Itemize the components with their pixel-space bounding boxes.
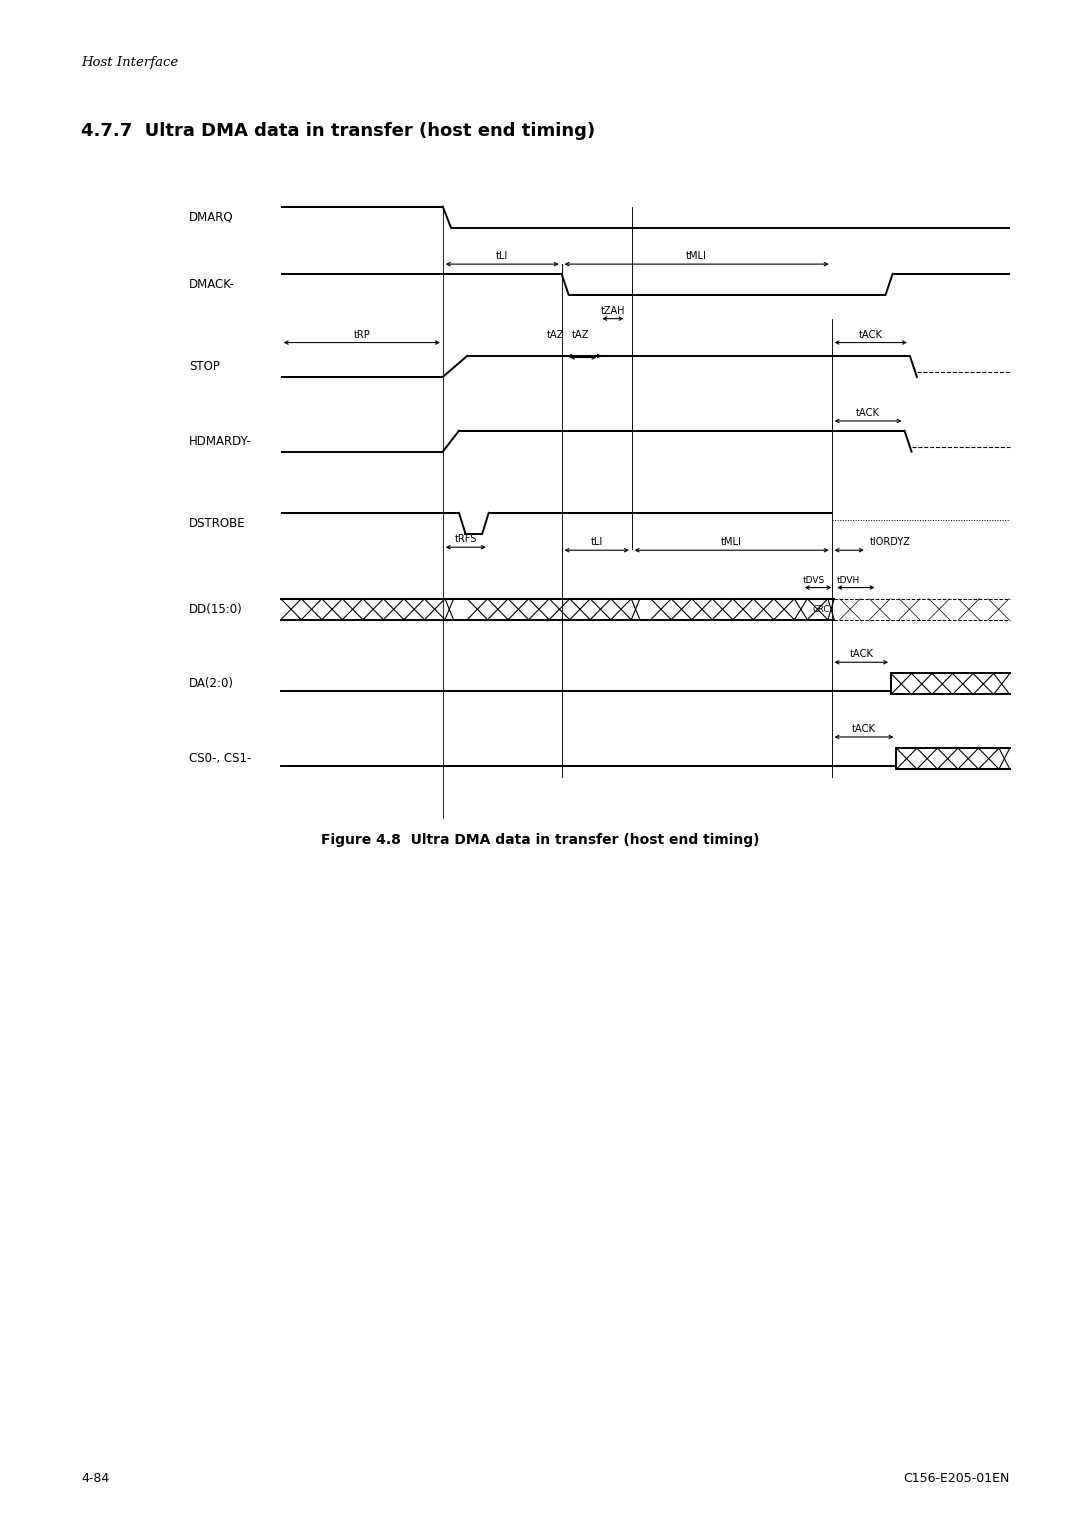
Text: 4-84: 4-84 [81,1471,109,1485]
Text: C156-E205-01EN: C156-E205-01EN [904,1471,1010,1485]
Text: tMLI: tMLI [686,251,707,261]
Text: STOP: STOP [189,361,220,373]
Text: tRFS: tRFS [455,535,477,544]
Text: tDVH: tDVH [837,576,861,585]
Text: tAZ: tAZ [571,330,590,341]
Text: 4.7.7  Ultra DMA data in transfer (host end timing): 4.7.7 Ultra DMA data in transfer (host e… [81,122,595,141]
Text: tACK: tACK [856,408,880,419]
Text: tLI: tLI [496,251,509,261]
Text: CRC: CRC [812,605,829,614]
Text: tIORDYZ: tIORDYZ [869,538,910,547]
Text: CS0-, CS1-: CS0-, CS1- [189,752,252,766]
Text: tACK: tACK [852,724,876,733]
Text: HDMARDY-: HDMARDY- [189,434,252,448]
Text: tACK: tACK [859,330,882,339]
Text: DMACK-: DMACK- [189,278,235,290]
Text: tRP: tRP [353,330,370,339]
Text: Host Interface: Host Interface [81,55,178,69]
Text: DA(2:0): DA(2:0) [189,677,234,691]
Text: tDVS: tDVS [802,576,825,585]
Text: Figure 4.8  Ultra DMA data in transfer (host end timing): Figure 4.8 Ultra DMA data in transfer (h… [321,833,759,847]
Text: DD(15:0): DD(15:0) [189,602,243,616]
Text: tZAH: tZAH [600,306,625,316]
Text: tAZ: tAZ [546,330,565,341]
Text: tACK: tACK [849,649,874,659]
Text: DMARQ: DMARQ [189,211,233,223]
Text: tLI: tLI [591,538,603,547]
Text: tMLI: tMLI [721,538,742,547]
Text: DSTROBE: DSTROBE [189,516,245,530]
